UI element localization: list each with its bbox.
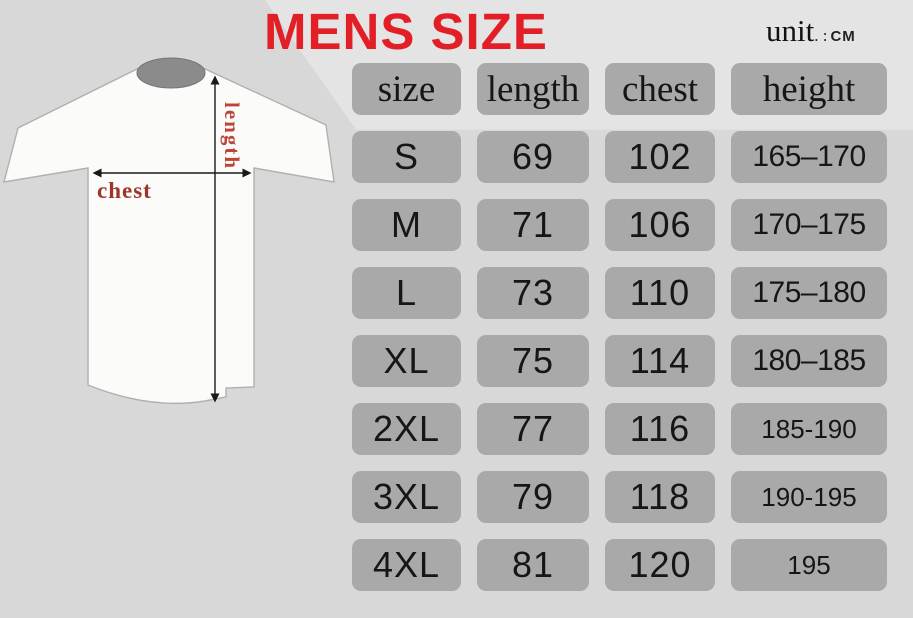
header-cell-length: length bbox=[477, 63, 589, 115]
chest-cell: 110 bbox=[605, 267, 715, 319]
tshirt-body bbox=[3, 67, 335, 405]
size-cell: L bbox=[352, 267, 461, 319]
height-cell: 180–185 bbox=[731, 335, 887, 387]
length-dimension-label: length bbox=[220, 102, 244, 171]
height-cell: 175–180 bbox=[731, 267, 887, 319]
header-cell-chest: chest bbox=[605, 63, 715, 115]
page-title: MENS SIZE bbox=[264, 3, 548, 60]
chest-cell: 114 bbox=[605, 335, 715, 387]
length-cell: 69 bbox=[477, 131, 589, 183]
height-cell: 165–170 bbox=[731, 131, 887, 183]
height-cell: 170–175 bbox=[731, 199, 887, 251]
size-cell: 4XL bbox=[352, 539, 461, 591]
size-cell: 3XL bbox=[352, 471, 461, 523]
size-cell: M bbox=[352, 199, 461, 251]
header-cell-size: size bbox=[352, 63, 461, 115]
length-cell: 81 bbox=[477, 539, 589, 591]
length-cell: 73 bbox=[477, 267, 589, 319]
unit-label: unit bbox=[766, 13, 815, 48]
unit-separator: . : bbox=[814, 26, 828, 45]
length-cell: 71 bbox=[477, 199, 589, 251]
chest-dimension-label: chest bbox=[97, 178, 152, 203]
tshirt-diagram bbox=[3, 57, 335, 405]
size-cell: S bbox=[352, 131, 461, 183]
unit-value: CM bbox=[830, 28, 856, 45]
header-cell-height: height bbox=[731, 63, 887, 115]
chest-cell: 118 bbox=[605, 471, 715, 523]
length-cell: 75 bbox=[477, 335, 589, 387]
chest-cell: 120 bbox=[605, 539, 715, 591]
length-cell: 79 bbox=[477, 471, 589, 523]
size-cell: 2XL bbox=[352, 403, 461, 455]
size-table: size length chest height S 69 102 165–17… bbox=[352, 63, 887, 591]
unit-indicator: unit. : CM bbox=[766, 13, 856, 49]
height-cell: 190-195 bbox=[731, 471, 887, 523]
chest-cell: 102 bbox=[605, 131, 715, 183]
length-cell: 77 bbox=[477, 403, 589, 455]
height-cell: 195 bbox=[731, 539, 887, 591]
height-cell: 185-190 bbox=[731, 403, 887, 455]
tshirt-collar-icon bbox=[136, 57, 206, 89]
chest-cell: 116 bbox=[605, 403, 715, 455]
chest-cell: 106 bbox=[605, 199, 715, 251]
size-cell: XL bbox=[352, 335, 461, 387]
